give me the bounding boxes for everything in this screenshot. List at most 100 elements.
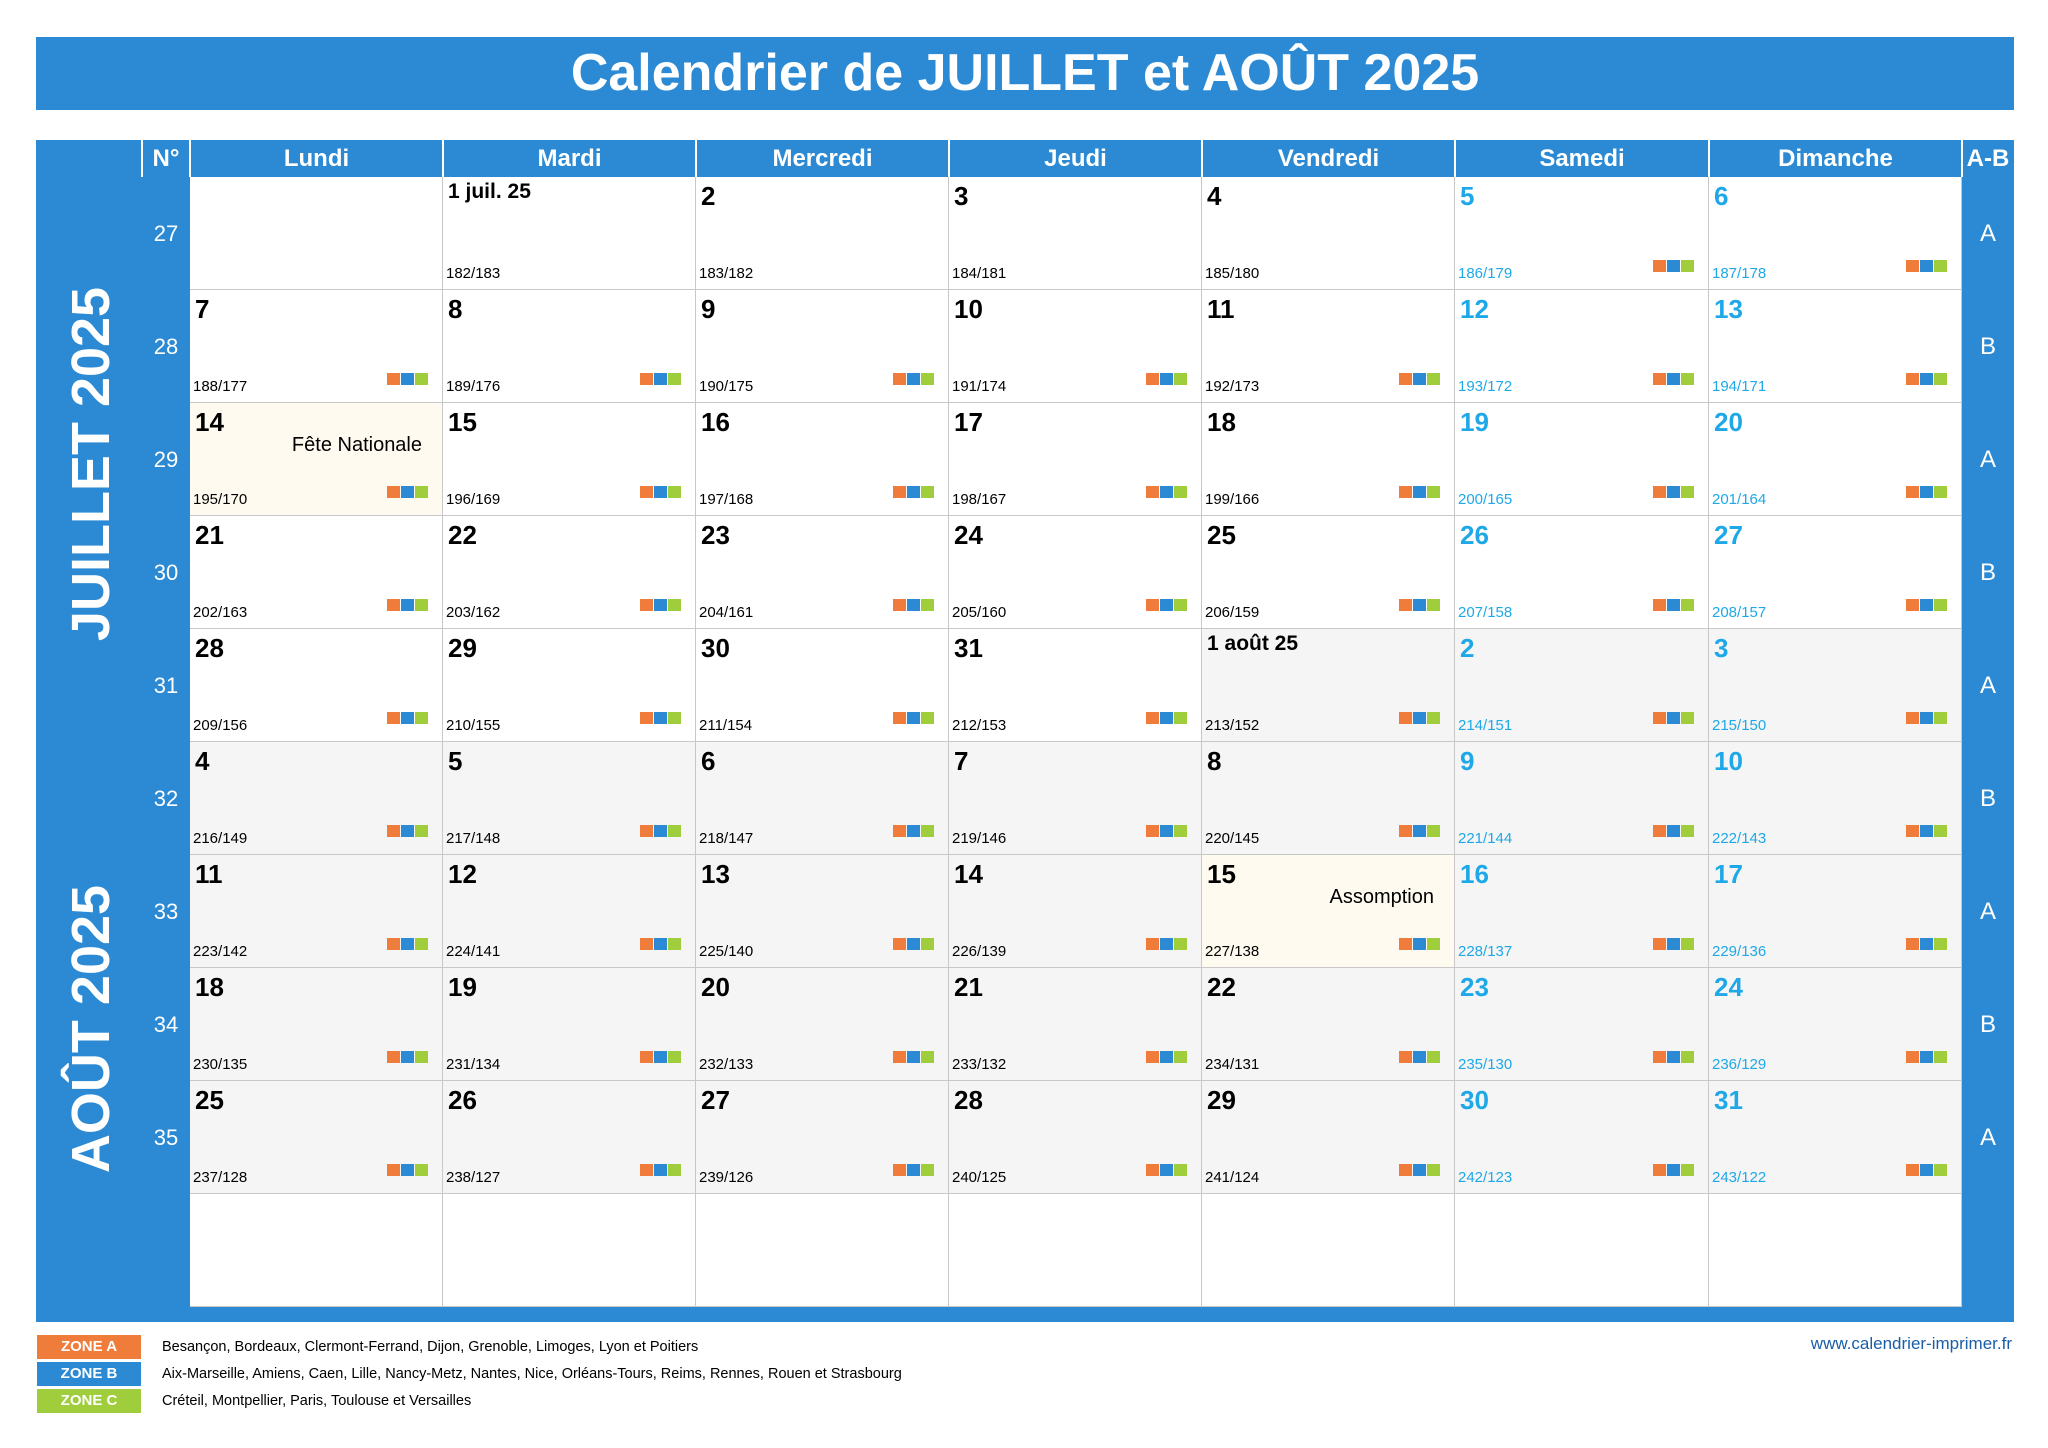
day-cell[interactable]: 4 185/180 <box>1202 177 1455 290</box>
zone-c-marker <box>921 1164 934 1176</box>
header-divider <box>189 140 191 177</box>
day-cell[interactable]: 3 215/150 <box>1709 629 1962 742</box>
day-cell[interactable]: 30 211/154 <box>696 629 949 742</box>
day-cell[interactable]: 9 190/175 <box>696 290 949 403</box>
website-link[interactable]: www.calendrier-imprimer.fr <box>1810 1334 2012 1353</box>
day-cell[interactable]: 22 203/162 <box>443 516 696 629</box>
zone-a-marker <box>387 1164 400 1176</box>
zone-a-marker <box>1399 373 1412 385</box>
day-cell[interactable]: 3 184/181 <box>949 177 1202 290</box>
zone-b-marker <box>1160 486 1173 498</box>
day-cell[interactable]: 26 207/158 <box>1455 516 1709 629</box>
day-cell[interactable]: 28 209/156 <box>190 629 443 742</box>
day-cell[interactable]: 8 220/145 <box>1202 742 1455 855</box>
day-cell[interactable]: 6 187/178 <box>1709 177 1962 290</box>
zone-b-marker <box>401 486 414 498</box>
day-cell[interactable]: 4 216/149 <box>190 742 443 855</box>
day-cell[interactable]: 20 201/164 <box>1709 403 1962 516</box>
zone-c-marker <box>668 825 681 837</box>
day-cell[interactable]: 24 205/160 <box>949 516 1202 629</box>
day-cell[interactable]: 14 226/139 <box>949 855 1202 968</box>
day-cell[interactable]: 13 194/171 <box>1709 290 1962 403</box>
day-cell[interactable]: 6 218/147 <box>696 742 949 855</box>
day-cell[interactable]: 29 241/124 <box>1202 1081 1455 1194</box>
day-cell[interactable]: 1 août 25 213/152 <box>1202 629 1455 742</box>
day-cell[interactable]: 10 191/174 <box>949 290 1202 403</box>
day-cell[interactable]: 22 234/131 <box>1202 968 1455 1081</box>
day-cell[interactable]: 31 212/153 <box>949 629 1202 742</box>
day-cell[interactable]: 26 238/127 <box>443 1081 696 1194</box>
zone-a-marker <box>1653 599 1666 611</box>
day-cell[interactable]: 18 199/166 <box>1202 403 1455 516</box>
zone-a-marker <box>893 599 906 611</box>
zone-b-marker <box>907 486 920 498</box>
empty-day-cell[interactable] <box>190 177 443 290</box>
day-cell[interactable]: 24 236/129 <box>1709 968 1962 1081</box>
school-zones-indicator <box>893 486 934 498</box>
day-cell[interactable]: 11 223/142 <box>190 855 443 968</box>
school-zones-indicator <box>893 938 934 950</box>
day-number: 29 <box>448 633 477 663</box>
week-number: 27 <box>153 221 179 246</box>
day-cell[interactable]: 18 230/135 <box>190 968 443 1081</box>
day-cell[interactable]: 28 240/125 <box>949 1081 1202 1194</box>
day-number: 16 <box>701 407 730 437</box>
day-cell[interactable]: 5 217/148 <box>443 742 696 855</box>
day-number: 5 <box>1460 181 1475 211</box>
day-cell[interactable]: 21 233/132 <box>949 968 1202 1081</box>
day-cell[interactable]: 17 198/167 <box>949 403 1202 516</box>
zone-a-marker <box>640 1051 653 1063</box>
zone-c-marker <box>1934 373 1947 385</box>
day-cell[interactable]: 15 Assomption 227/138 <box>1202 855 1455 968</box>
day-cell[interactable]: 29 210/155 <box>443 629 696 742</box>
day-cell[interactable]: 27 208/157 <box>1709 516 1962 629</box>
zone-c-marker <box>1427 938 1440 950</box>
day-cell[interactable]: 14 Fête Nationale 195/170 <box>190 403 443 516</box>
day-cell[interactable]: 19 200/165 <box>1455 403 1709 516</box>
zone-c-marker <box>921 938 934 950</box>
day-cell[interactable]: 10 222/143 <box>1709 742 1962 855</box>
zone-b-marker <box>1160 825 1173 837</box>
school-zones-indicator <box>893 1051 934 1063</box>
day-cell[interactable]: 21 202/163 <box>190 516 443 629</box>
day-cell[interactable]: 15 196/169 <box>443 403 696 516</box>
day-cell[interactable]: 31 243/122 <box>1709 1081 1962 1194</box>
zone-c-marker <box>1174 373 1187 385</box>
zone-c-marker <box>1427 486 1440 498</box>
day-cell[interactable]: 30 242/123 <box>1455 1081 1709 1194</box>
day-cell[interactable]: 23 235/130 <box>1455 968 1709 1081</box>
school-zones-indicator <box>1906 373 1947 385</box>
day-cell[interactable]: 23 204/161 <box>696 516 949 629</box>
day-cell[interactable]: 5 186/179 <box>1455 177 1709 290</box>
school-zones-indicator <box>640 486 681 498</box>
day-number: 12 <box>1460 294 1489 324</box>
day-cell[interactable]: 19 231/134 <box>443 968 696 1081</box>
day-cell[interactable]: 7 219/146 <box>949 742 1202 855</box>
day-cell[interactable]: 17 229/136 <box>1709 855 1962 968</box>
day-cell[interactable]: 25 237/128 <box>190 1081 443 1194</box>
day-cell[interactable]: 2 183/182 <box>696 177 949 290</box>
day-cell[interactable]: 7 188/177 <box>190 290 443 403</box>
day-cell[interactable]: 11 192/173 <box>1202 290 1455 403</box>
day-cell[interactable]: 13 225/140 <box>696 855 949 968</box>
day-cell[interactable]: 9 221/144 <box>1455 742 1709 855</box>
day-cell[interactable]: 20 232/133 <box>696 968 949 1081</box>
day-cell[interactable]: 16 197/168 <box>696 403 949 516</box>
ab-week-label: A <box>1979 1124 1996 1151</box>
day-number: 27 <box>701 1085 730 1115</box>
day-cell[interactable]: 12 193/172 <box>1455 290 1709 403</box>
day-cell[interactable]: 27 239/126 <box>696 1081 949 1194</box>
zone-a-marker <box>1906 373 1919 385</box>
day-of-year: 211/154 <box>699 717 753 734</box>
zone-a-cities: Besançon, Bordeaux, Clermont-Ferrand, Di… <box>162 1339 699 1355</box>
day-cell[interactable]: 12 224/141 <box>443 855 696 968</box>
day-of-year: 184/181 <box>952 265 1007 282</box>
day-cell[interactable]: 16 228/137 <box>1455 855 1709 968</box>
day-cell[interactable]: 25 206/159 <box>1202 516 1455 629</box>
day-cell[interactable]: 2 214/151 <box>1455 629 1709 742</box>
zone-a-badge: ZONE A <box>37 1335 141 1359</box>
day-cell[interactable]: 8 189/176 <box>443 290 696 403</box>
zone-b-marker <box>1920 260 1933 272</box>
day-cell[interactable]: 1 juil. 25 182/183 <box>443 177 696 290</box>
school-zones-indicator <box>893 373 934 385</box>
